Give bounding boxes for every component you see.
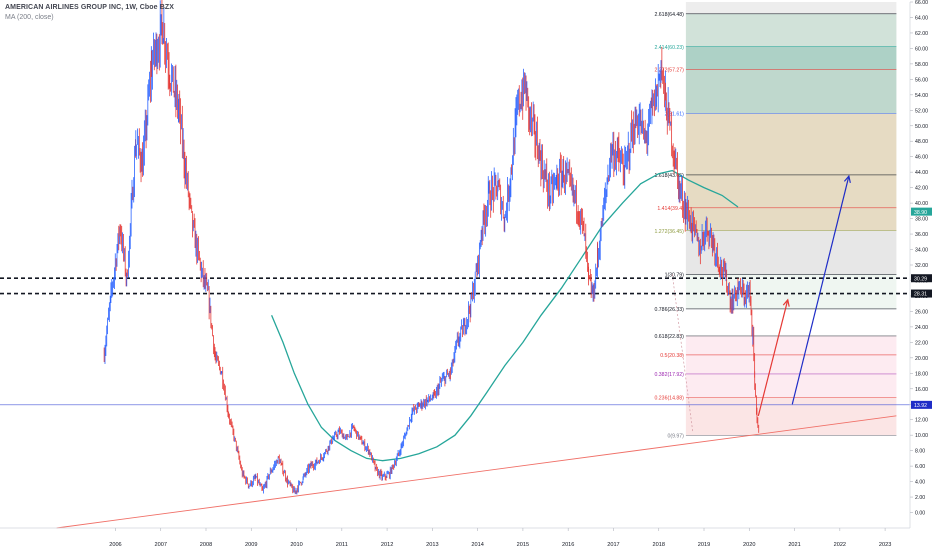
price-tick-label-6: 12.00 [915,418,928,424]
price-tick-label-17: 34.00 [915,248,928,254]
price-tag-label-3: 28.31 [914,292,927,298]
fib-band-2 [685,308,897,336]
time-tick-label-14: 2020 [743,542,755,548]
price-tick-label-32: 64.00 [915,15,928,21]
price-tick-label-30: 60.00 [915,46,928,52]
price-tick-label-13: 26.00 [915,309,928,315]
fib-level-label-13: 2.618(64.48) [654,12,684,18]
time-tick-label-8: 2014 [471,542,483,548]
time-tick-label-16: 2022 [834,542,846,548]
price-tick-label-33: 66.00 [915,0,928,6]
price-tick-label-0: 0.00 [915,511,925,517]
price-tick-label-25: 50.00 [915,124,928,130]
target-arrow-shaft[interactable] [791,175,850,405]
price-tick-label-21: 42.00 [915,186,928,192]
price-tick-label-16: 32.00 [915,263,928,269]
price-tag-2 [911,274,932,283]
price-tick-label-24: 48.00 [915,139,928,145]
time-tick-label-7: 2013 [426,542,438,548]
price-tick-label-18: 36.00 [915,232,928,238]
price-tick-label-11: 22.00 [915,340,928,346]
time-tick-label-4: 2010 [290,542,302,548]
fib-band-9 [685,2,897,14]
time-tick-label-9: 2015 [517,542,529,548]
long-support-trendline[interactable] [56,415,897,529]
fib-level-label-11: 2.272(57.27) [654,68,684,74]
rebound-arrow-head [782,298,790,307]
fib-level-label-6: 1(30.79) [665,273,685,279]
price-tick-label-28: 56.00 [915,77,928,83]
time-tick-label-15: 2021 [788,542,800,548]
price-tick-label-9: 18.00 [915,371,928,377]
price-tick-label-2: 4.00 [915,480,925,486]
price-tick-label-23: 46.00 [915,155,928,161]
fib-band-8 [685,13,897,47]
price-tag-label-2: 30.29 [914,276,927,282]
fib-band-6 [685,69,897,114]
time-tick-label-2: 2008 [200,542,212,548]
fib-level-label-0: 0(9.97) [667,434,684,440]
price-tick-label-8: 16.00 [915,387,928,393]
rebound-arrow-shaft[interactable] [757,299,789,416]
price-tick-label-22: 44.00 [915,170,928,176]
time-tick-label-1: 2007 [154,542,166,548]
price-tag-0 [911,207,932,216]
fib-level-label-4: 0.618(22.83) [654,334,684,340]
price-tag-label-0: 38.90 [914,210,927,216]
price-tick-label-10: 20.00 [915,356,928,362]
price-tick-label-1: 2.00 [915,495,925,501]
price-tick-label-31: 62.00 [915,31,928,37]
time-tick-label-3: 2009 [245,542,257,548]
ma200-line[interactable] [271,169,739,462]
fib-level-label-1: 0.236(14.88) [654,396,684,402]
fib-level-label-7: 1.272(36.45) [654,229,684,235]
fib-level-label-2: 0.382(17.92) [654,372,684,378]
fib-band-3 [685,274,897,309]
price-tag-1 [911,400,932,409]
price-tick-label-4: 8.00 [915,449,925,455]
price-tick-label-5: 10.00 [915,433,928,439]
fib-band-7 [685,46,897,70]
price-tick-label-12: 24.00 [915,325,928,331]
fib-level-label-8: 1.414(39.4) [657,206,684,212]
fib-band-0 [685,397,897,436]
target-arrow-head [843,174,851,184]
fib-level-label-9: 1.618(43.65) [654,173,684,179]
time-tick-label-6: 2012 [381,542,393,548]
time-tick-label-10: 2016 [562,542,574,548]
indicator-label[interactable]: MA (200, close) [5,14,54,21]
time-tick-label-17: 2023 [879,542,891,548]
price-tick-label-19: 38.00 [915,217,928,223]
price-tick-label-20: 40.00 [915,201,928,207]
price-tick-label-3: 6.00 [915,464,925,470]
symbol-title[interactable]: AMERICAN AIRLINES GROUP INC, 1W, Cboe BZ… [5,4,174,11]
time-tick-label-13: 2019 [698,542,710,548]
fib-band-5 [685,113,897,231]
price-tick-label-27: 54.00 [915,93,928,99]
fib-band-1 [685,335,897,398]
price-tick-label-29: 58.00 [915,62,928,68]
time-tick-label-12: 2018 [653,542,665,548]
price-tag-label-1: 13.92 [914,403,927,409]
time-tick-label-0: 2006 [109,542,121,548]
fib-level-label-5: 0.786(26.33) [654,307,684,313]
price-tag-3 [911,289,932,298]
fib-level-label-10: 2(51.61) [665,112,685,118]
fib-level-label-12: 2.414(60.23) [654,45,684,51]
fib-level-label-3: 0.5(20.38) [660,353,684,359]
time-tick-label-11: 2017 [607,542,619,548]
time-tick-label-5: 2011 [336,542,348,548]
price-tick-label-26: 52.00 [915,108,928,114]
